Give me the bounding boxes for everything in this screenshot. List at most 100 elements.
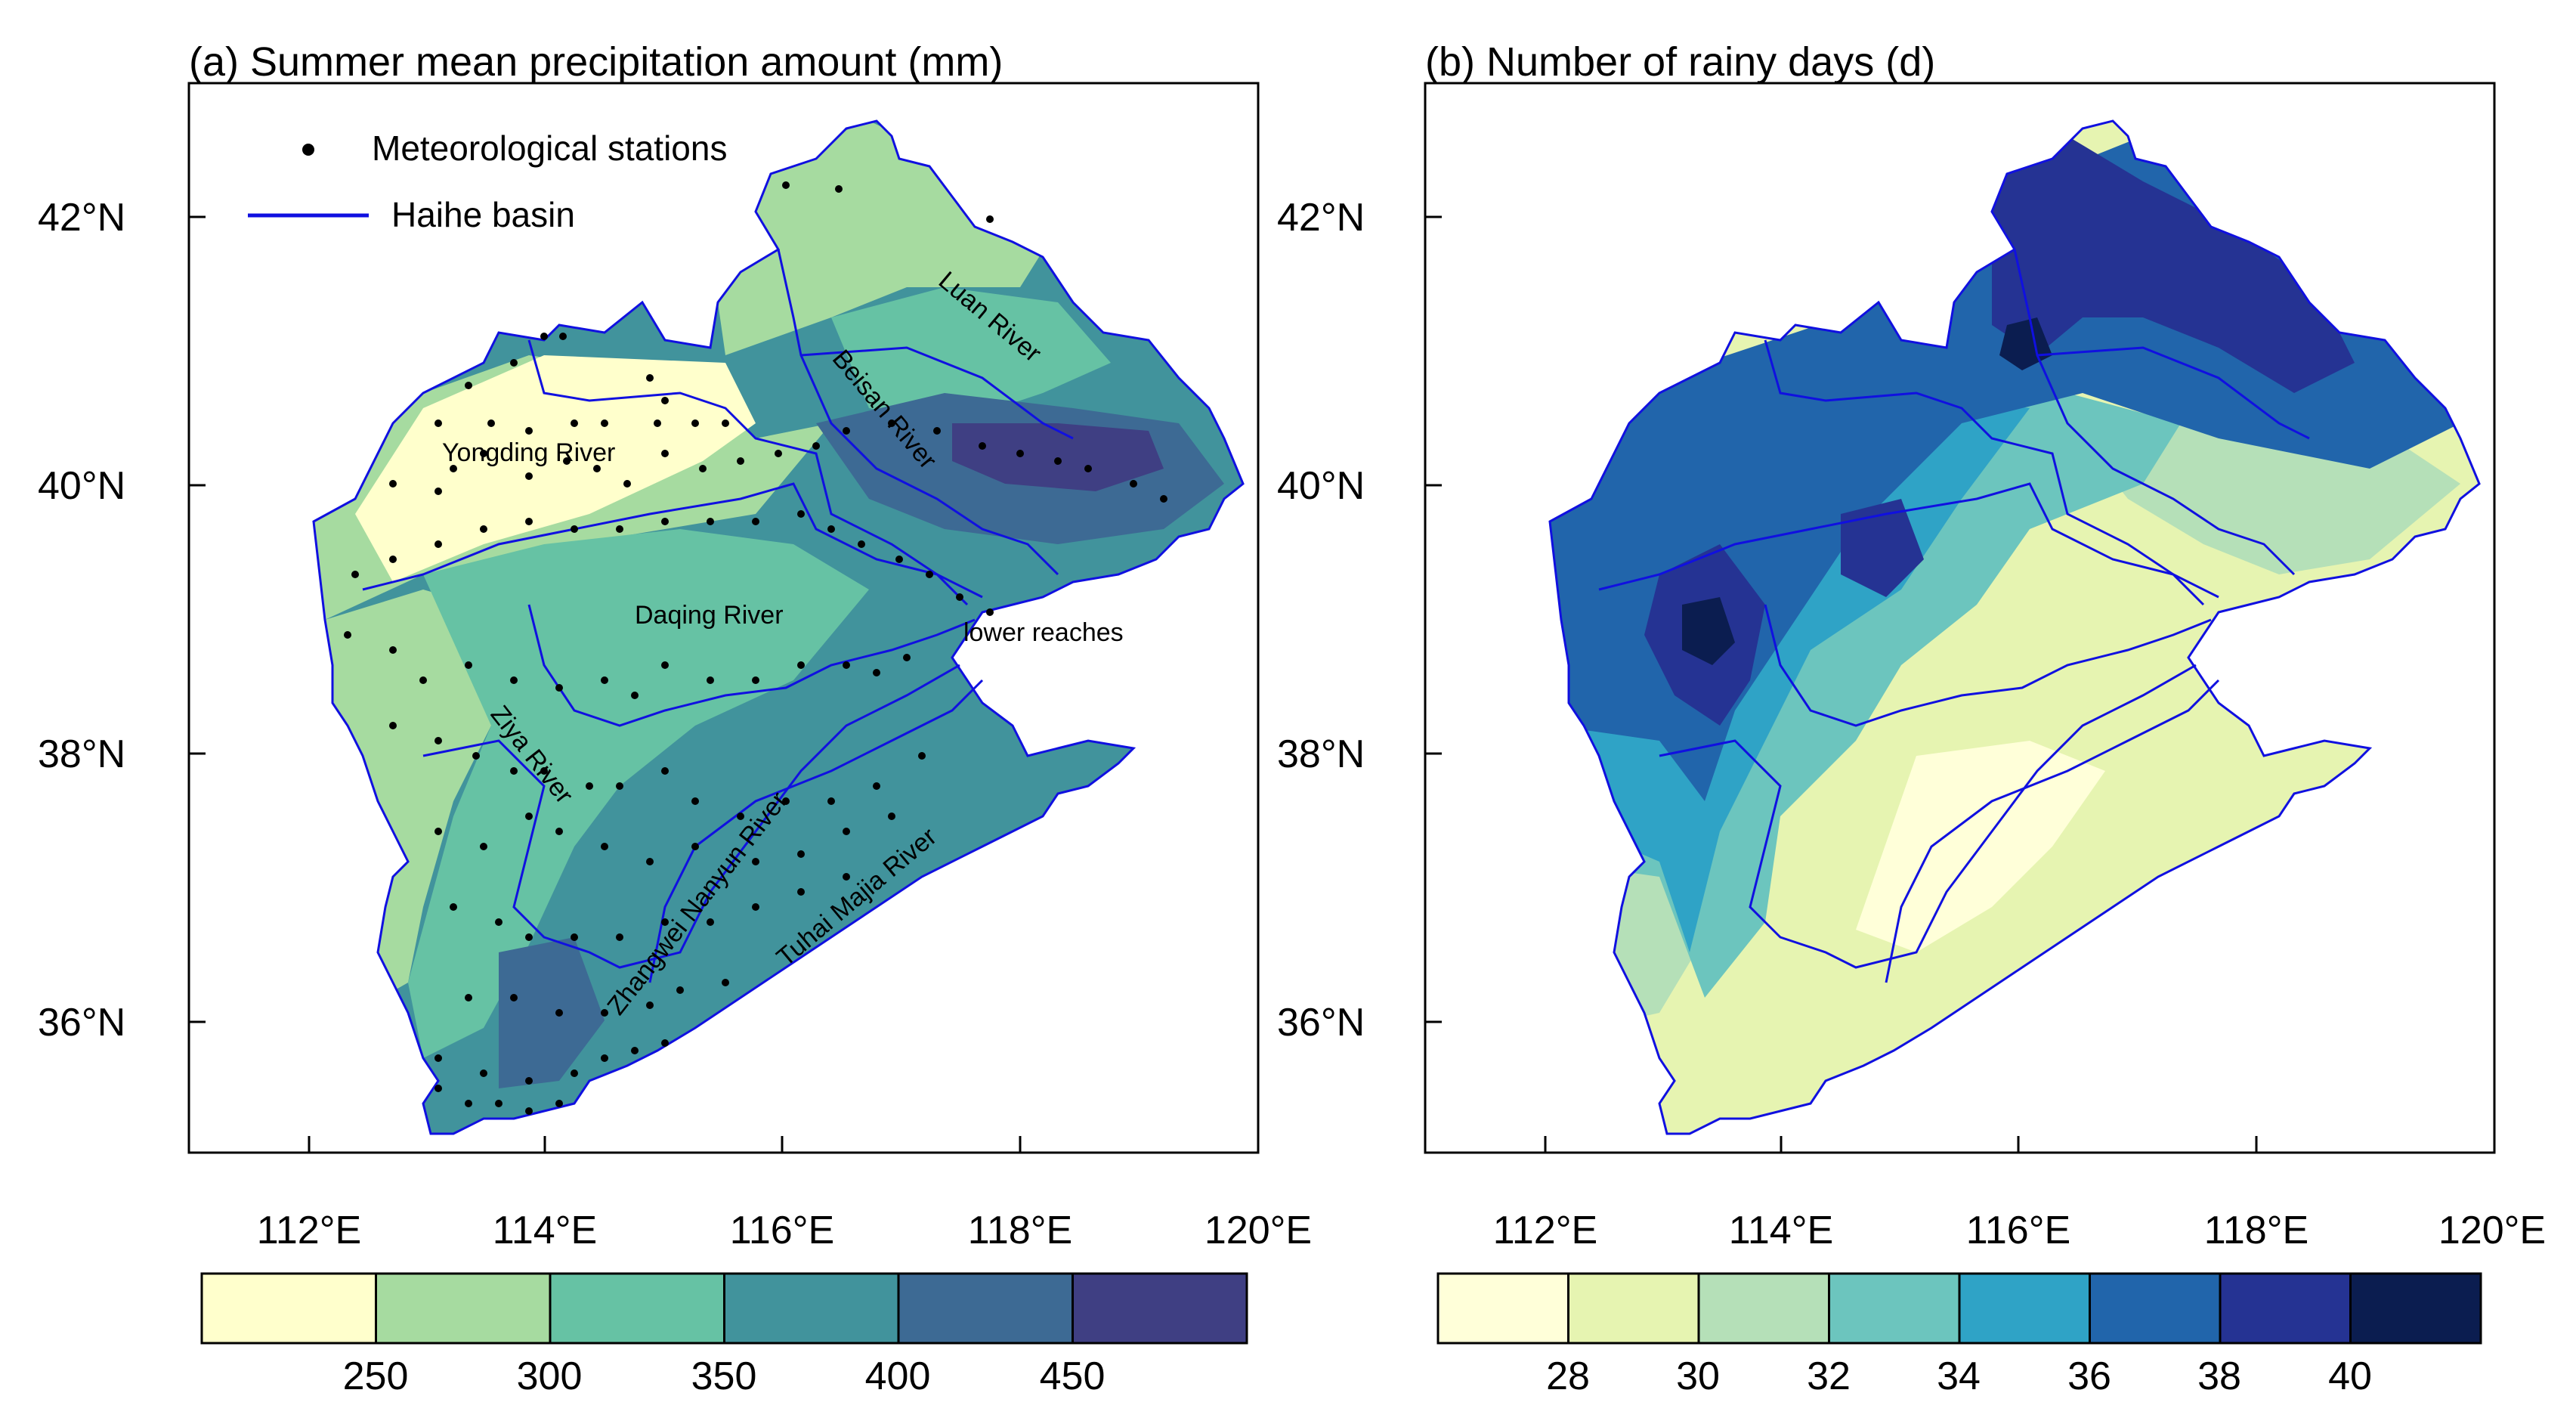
- station-dot: [782, 797, 790, 805]
- colorbar-a-label: 450: [1040, 1354, 1106, 1398]
- station-dot: [843, 427, 850, 435]
- station-dot: [571, 525, 578, 533]
- station-dot: [450, 903, 457, 911]
- colorbar-b-label: 38: [2197, 1354, 2241, 1398]
- sub-basin-line: [527, 604, 976, 727]
- station-dot: [986, 608, 994, 616]
- station-dot: [661, 767, 669, 775]
- station-dot: [737, 457, 744, 465]
- rainday-fill-above-40: [1682, 597, 1735, 665]
- station-dot: [1130, 480, 1137, 488]
- station-dot: [495, 1100, 503, 1107]
- lon-tick-label: 112°E: [1493, 1209, 1597, 1252]
- station-dot: [812, 442, 820, 450]
- station-dot: [926, 571, 933, 578]
- panel-b-lon-axis: [1544, 1136, 2258, 1153]
- precip-fill-below-250: [355, 355, 756, 582]
- lon-tick-label: 114°E: [1729, 1209, 1833, 1252]
- station-dot: [631, 692, 639, 699]
- colorbar-swatch: [2349, 1272, 2482, 1345]
- station-dot: [631, 1047, 639, 1054]
- sub-basin-line: [2013, 249, 2296, 576]
- station-dot: [480, 525, 487, 533]
- station-dot: [676, 986, 684, 994]
- colorbar-swatch: [549, 1272, 725, 1345]
- station-dot: [979, 442, 986, 450]
- lat-tick-label: 38°N: [38, 732, 125, 776]
- meteorological-stations: [344, 181, 1167, 1115]
- station-dot: [510, 359, 518, 367]
- station-dot: [752, 676, 759, 684]
- station-dot: [480, 1069, 487, 1077]
- colorbar-b-label: 34: [1937, 1354, 1981, 1398]
- lat-tick-label: 36°N: [38, 1001, 125, 1045]
- station-dot: [661, 918, 669, 926]
- station-dot: [858, 540, 865, 548]
- lon-tick-label: 116°E: [1966, 1209, 2070, 1252]
- colorbar-b-label: 32: [1807, 1354, 1851, 1398]
- station-dot: [797, 661, 805, 669]
- station-dot: [775, 450, 782, 457]
- colorbar-a-label: 400: [865, 1354, 931, 1398]
- river-label-daqing: Daqing River: [635, 601, 784, 630]
- station-dot: [601, 843, 608, 850]
- colorbar-swatch: [2219, 1272, 2352, 1345]
- station-dot: [525, 472, 533, 480]
- station-dot: [495, 918, 503, 926]
- station-dot: [351, 571, 359, 578]
- station-dot: [525, 813, 533, 820]
- lat-tick-label: 38°N: [1277, 732, 1365, 776]
- haihe-basin-outline-a: [312, 119, 1245, 1135]
- station-dot: [571, 1069, 578, 1077]
- station-dot: [434, 828, 442, 835]
- station-dot: [465, 661, 472, 669]
- station-dot: [525, 518, 533, 525]
- sub-basin-line: [1659, 664, 2197, 969]
- station-dot: [691, 843, 699, 850]
- station-dot: [586, 782, 593, 790]
- station-dot: [843, 661, 850, 669]
- lon-tick-label: 120°E: [1205, 1209, 1312, 1252]
- station-dot: [555, 1100, 563, 1107]
- station-dot: [434, 419, 442, 427]
- colorbar-a-label: 250: [343, 1354, 409, 1398]
- sub-basin-line: [648, 679, 984, 983]
- station-dot: [895, 556, 903, 563]
- colorbar-swatch: [1072, 1272, 1248, 1345]
- precip-fill-300-350: [408, 529, 869, 1058]
- station-dot: [465, 994, 472, 1001]
- haihe-basin-outline-b: [1548, 119, 2481, 1135]
- lat-tick-label: 42°N: [1277, 196, 1365, 240]
- station-dot: [525, 427, 533, 435]
- station-dot: [752, 518, 759, 525]
- station-dot: [707, 918, 714, 926]
- station-dot: [389, 480, 397, 488]
- station-dot: [737, 813, 744, 820]
- rainday-fill-38-40: [1992, 136, 2355, 393]
- colorbar-swatch: [723, 1272, 900, 1345]
- precip-fill-400-450-south: [499, 937, 605, 1088]
- station-dot: [525, 933, 533, 941]
- colorbar-swatch: [2089, 1272, 2222, 1345]
- sub-basin-line: [777, 249, 1059, 576]
- sub-basin-line: [1764, 604, 2212, 727]
- panel-a-lon-axis: [308, 1136, 1022, 1153]
- sub-basin-line: [362, 482, 969, 606]
- station-dot: [654, 419, 661, 427]
- station-legend-marker: [302, 144, 314, 156]
- station-dot: [646, 858, 654, 865]
- station-dot: [434, 1054, 442, 1062]
- colorbar-b-label: 30: [1676, 1354, 1720, 1398]
- station-dot: [646, 374, 654, 382]
- river-label-yongding: Yongding River: [442, 438, 615, 467]
- sub-basin-line: [422, 664, 960, 969]
- lat-tick-label: 40°N: [1277, 464, 1365, 508]
- lon-tick-label: 118°E: [968, 1209, 1072, 1252]
- station-dot: [623, 480, 631, 488]
- lon-tick-label: 118°E: [2204, 1209, 2309, 1252]
- station-dot: [510, 676, 518, 684]
- colorbar-b-label: 36: [2067, 1354, 2111, 1398]
- station-dot: [571, 419, 578, 427]
- panel-a-lat-axis: [189, 215, 206, 1023]
